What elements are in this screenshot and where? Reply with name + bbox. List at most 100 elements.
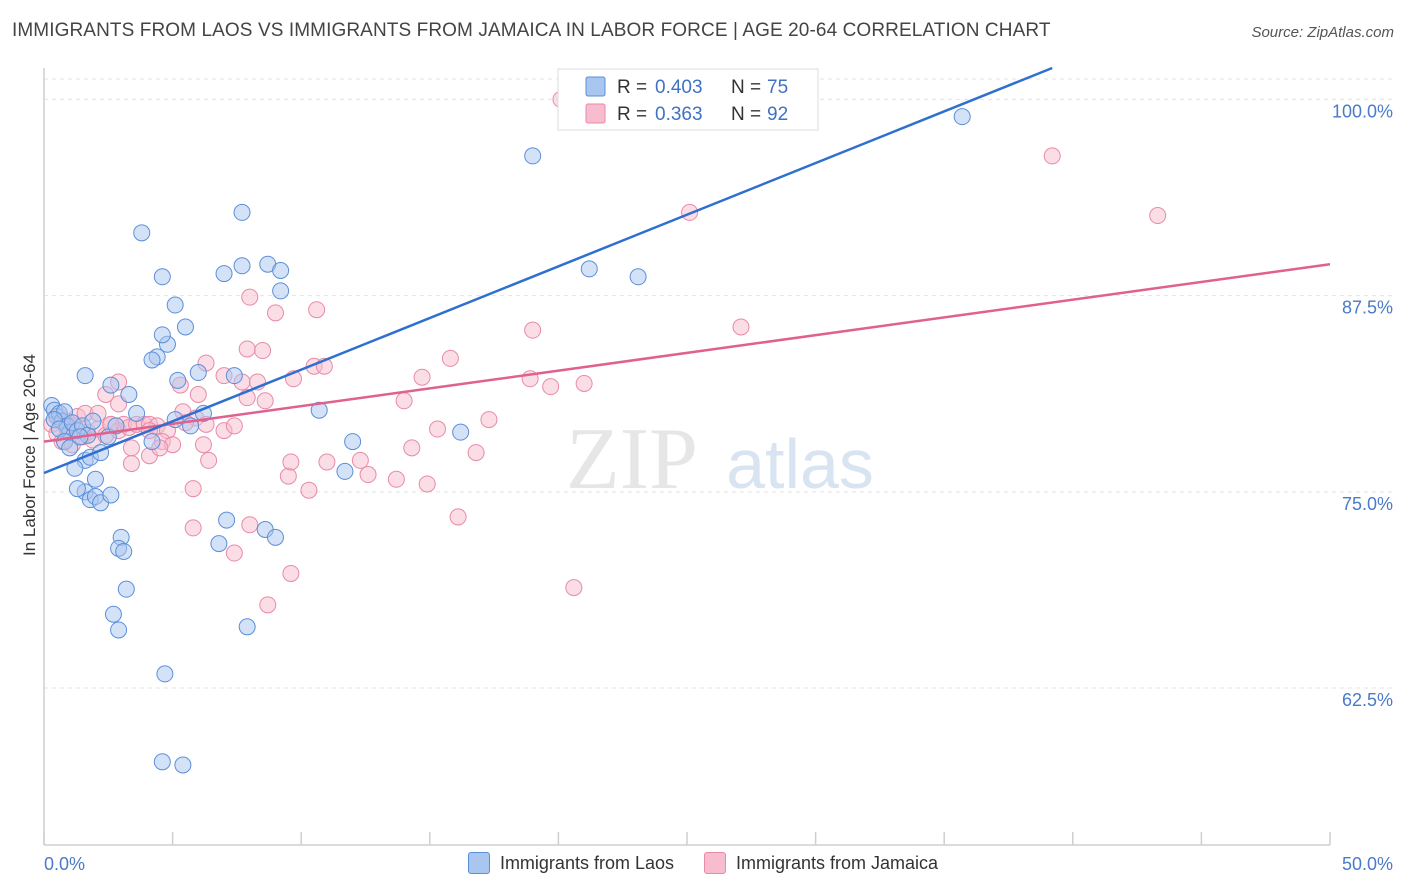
jamaica-point-80 — [467, 444, 485, 462]
laos-point-34 — [128, 404, 146, 422]
laos-point-56 — [272, 282, 290, 300]
bottom-legend-jamaica: Immigrants from Jamaica — [704, 852, 938, 874]
laos-point-38 — [115, 542, 133, 560]
laos-point-41 — [110, 621, 128, 639]
laos-point-48 — [218, 511, 236, 529]
laos-point-57 — [233, 257, 251, 275]
laos-point-75 — [580, 260, 598, 278]
laos-point-35 — [143, 433, 161, 451]
jamaica-point-41 — [200, 451, 218, 469]
laos-point-53 — [238, 618, 256, 636]
legend-jamaica-r-value: 0.363 — [655, 104, 703, 125]
watermark: ZIP atlas — [566, 411, 874, 508]
jamaica-point-76 — [418, 475, 436, 493]
jamaica-point-90 — [1043, 147, 1061, 165]
jamaica-point-47 — [189, 385, 207, 403]
source-label: Source: ZipAtlas.com — [1251, 24, 1394, 41]
jamaica-point-74 — [403, 439, 421, 457]
laos-point-67 — [143, 351, 161, 369]
y-tick-label-0: 62.5% — [1342, 690, 1393, 710]
laos-point-26 — [68, 480, 86, 498]
jamaica-point-73 — [395, 392, 413, 410]
legend-swatch-jamaica — [585, 103, 606, 124]
bottom-legend-jamaica-label: Immigrants from Jamaica — [736, 852, 939, 873]
legend-laos-n-label: N = — [731, 77, 761, 98]
jamaica-point-68 — [282, 453, 300, 471]
laos-point-16 — [61, 439, 79, 457]
jamaica-point-69 — [318, 453, 336, 471]
x-tick-label-1: 50.0% — [1342, 854, 1393, 874]
chart-title: IMMIGRANTS FROM LAOS VS IMMIGRANTS FROM … — [12, 20, 1051, 41]
laos-point-43 — [153, 753, 171, 771]
laos-point-71 — [344, 433, 362, 451]
laos-point-68 — [169, 371, 187, 389]
laos-point-59 — [233, 203, 251, 221]
laos-point-77 — [953, 108, 971, 126]
jamaica-point-84 — [542, 378, 560, 396]
laos-point-14 — [84, 412, 102, 430]
laos-swatch-icon — [467, 852, 490, 874]
jamaica-point-79 — [449, 508, 467, 526]
legend-laos-n-value: 75 — [767, 77, 788, 98]
laos-point-39 — [104, 605, 122, 623]
laos-point-33 — [120, 385, 138, 403]
laos-point-76 — [629, 268, 647, 286]
jamaica-point-53 — [254, 342, 272, 360]
jamaica-point-67 — [300, 481, 318, 499]
laos-point-73 — [452, 423, 470, 441]
jamaica-point-62 — [225, 544, 243, 562]
y-tick-labels: 62.5% 75.0% 87.5% 100.0% — [1332, 101, 1393, 710]
legend-laos-r-value: 0.403 — [655, 77, 703, 98]
laos-point-65 — [153, 326, 171, 344]
jamaica-point-71 — [359, 466, 377, 484]
legend: R = 0.403 N = 75 R = 0.363 N = 92 — [557, 68, 819, 131]
trend-lines — [43, 66, 1331, 475]
laos-point-63 — [176, 318, 194, 336]
legend-swatch-laos — [585, 76, 606, 97]
legend-jamaica-n-label: N = — [731, 104, 761, 125]
laos-point-55 — [272, 261, 290, 279]
watermark-zip: ZIP — [566, 411, 698, 508]
jamaica-point-59 — [241, 288, 259, 306]
jamaica-point-57 — [308, 301, 326, 319]
jamaica-point-36 — [122, 455, 140, 473]
jamaica-point-70 — [351, 451, 369, 469]
laos-point-74 — [524, 147, 542, 165]
laos-point-40 — [117, 580, 135, 598]
laos-point-49 — [225, 367, 243, 385]
legend-laos-r-label: R = — [617, 77, 647, 98]
laos-point-69 — [189, 364, 207, 382]
bottom-legend-laos-label: Immigrants from Laos — [499, 852, 674, 873]
jamaica-point-43 — [225, 417, 243, 435]
jamaica-point-40 — [194, 436, 212, 454]
jamaica-point-86 — [575, 375, 593, 393]
y-tick-label-3: 100.0% — [1332, 101, 1393, 121]
jamaica-point-78 — [441, 349, 459, 367]
jamaica-swatch-icon — [704, 852, 726, 874]
jamaica-point-60 — [184, 480, 202, 498]
laos-point-70 — [310, 401, 328, 419]
jamaica-point-54 — [266, 304, 284, 322]
jamaica-point-45 — [256, 392, 274, 410]
watermark-atlas: atlas — [726, 425, 874, 503]
laos-point-44 — [174, 756, 192, 774]
jamaica-point-65 — [282, 564, 300, 582]
laos-point-21 — [86, 470, 104, 488]
bottom-legend-laos: Immigrants from Laos — [467, 852, 674, 874]
laos-point-72 — [336, 462, 354, 480]
jamaica-point-91 — [1149, 207, 1167, 225]
laos-point-61 — [133, 224, 151, 242]
jamaica-point-61 — [184, 519, 202, 537]
y-tick-label-1: 75.0% — [1342, 494, 1393, 514]
jamaica-point-75 — [413, 368, 431, 386]
series-jamaica-points — [43, 90, 1167, 614]
y-tick-label-2: 87.5% — [1342, 298, 1393, 318]
trend-line-jamaica — [43, 262, 1331, 443]
jamaica-point-77 — [429, 420, 447, 438]
laos-point-60 — [153, 268, 171, 286]
jamaica-point-51 — [238, 340, 256, 358]
laos-point-32 — [102, 376, 120, 394]
jamaica-point-72 — [387, 470, 405, 488]
legend-jamaica-n-value: 92 — [767, 104, 788, 125]
